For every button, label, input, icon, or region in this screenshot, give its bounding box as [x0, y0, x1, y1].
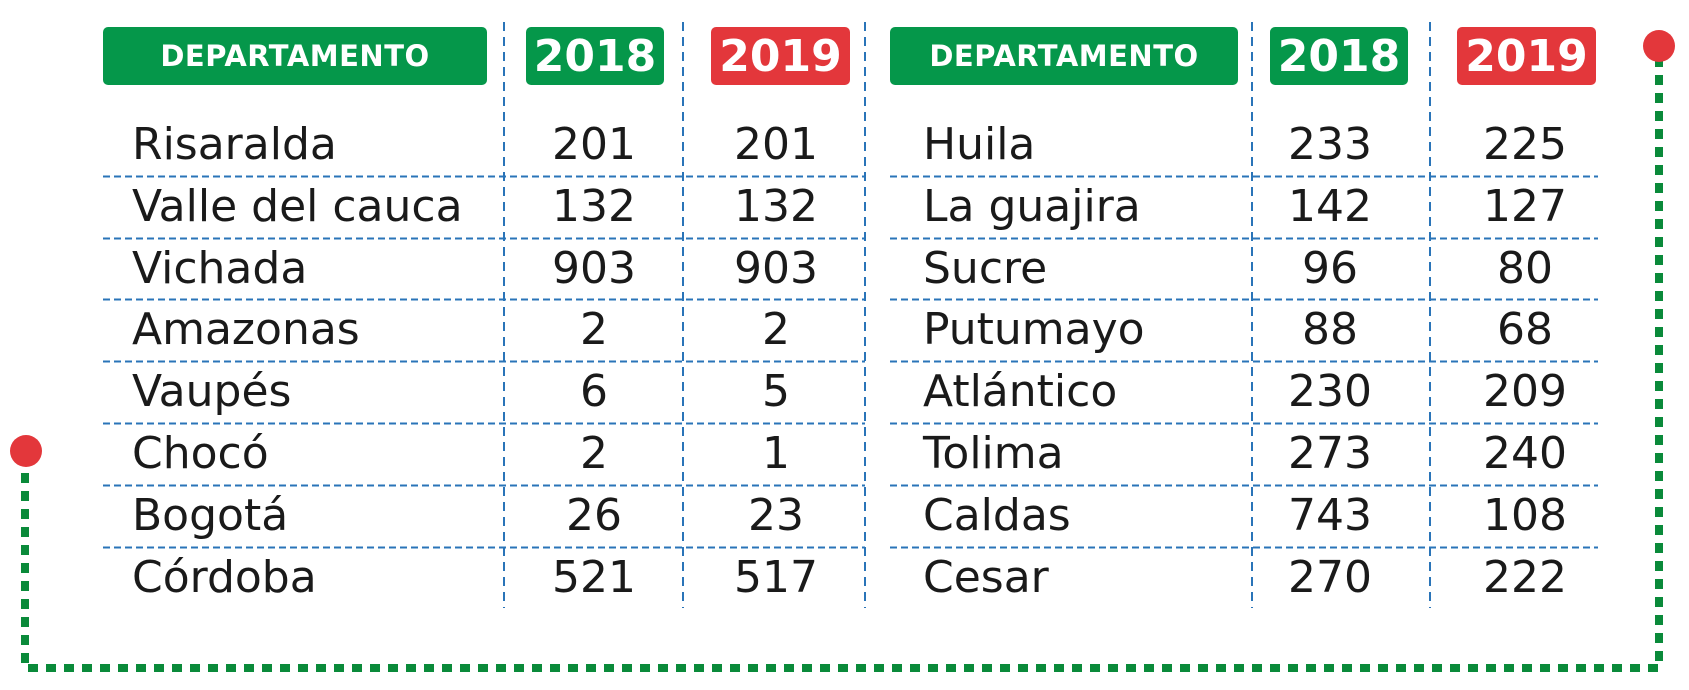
- table-1-cell-2018: 521: [552, 551, 636, 603]
- table-2-cell-departamento: Sucre: [923, 242, 1048, 294]
- table-1-cell-2018: 2: [580, 428, 608, 479]
- table-2-cell-2018: 88: [1302, 304, 1358, 356]
- table-1-header-departamento: DEPARTAMENTO: [103, 27, 487, 85]
- table-2-cell-departamento: Atlántico: [923, 366, 1118, 418]
- table-1-header-2018: 2018: [526, 27, 664, 85]
- table-2-cell-2019: 225: [1483, 119, 1567, 170]
- table-1-cell-departamento: Risaralda: [132, 119, 337, 170]
- table-2-cell-departamento: Putumayo: [923, 304, 1145, 356]
- table-1-cell-2019: 2: [762, 304, 790, 356]
- frame-dot-left: [10, 435, 42, 467]
- table-2-cell-2018: 96: [1302, 242, 1358, 294]
- table-2-cell-departamento: Tolima: [923, 428, 1064, 479]
- table-1-cell-2018: 26: [566, 489, 622, 541]
- table-1-cell-departamento: Valle del cauca: [132, 180, 463, 232]
- table-1-cell-2019: 23: [748, 489, 804, 541]
- table-1-cell-2019: 201: [734, 119, 818, 170]
- table-2-header-departamento: DEPARTAMENTO: [890, 27, 1238, 85]
- table-2-cell-2018: 233: [1288, 119, 1372, 170]
- table-1-cell-2019: 517: [734, 551, 818, 603]
- table-1-cell-2018: 132: [552, 180, 636, 232]
- table-1-cell-departamento: Amazonas: [132, 304, 360, 356]
- table-2-cell-2019: 80: [1497, 242, 1553, 294]
- table-2-cell-2018: 270: [1288, 551, 1372, 603]
- table-2-cell-departamento: La guajira: [923, 180, 1141, 232]
- table-2-header-2018: 2018: [1270, 27, 1408, 85]
- table-1-cell-2018: 903: [552, 242, 636, 294]
- table-2-cell-departamento: Cesar: [923, 551, 1049, 603]
- table-1-cell-departamento: Vaupés: [132, 366, 292, 418]
- table-1-cell-2019: 5: [762, 366, 790, 418]
- table-2-cell-2018: 230: [1288, 366, 1372, 418]
- table-1-cell-2019: 1: [762, 428, 790, 479]
- table-2-cell-2018: 273: [1288, 428, 1372, 479]
- table-1-cell-departamento: Chocó: [132, 428, 269, 479]
- table-1-header-2019: 2019: [711, 27, 850, 85]
- table-2-cell-2019: 222: [1483, 551, 1567, 603]
- table-1-cell-departamento: Vichada: [132, 242, 308, 294]
- table-2-header-2019: 2019: [1457, 27, 1596, 85]
- table-2-cell-2019: 209: [1483, 366, 1567, 418]
- frame-dot-right: [1643, 30, 1675, 62]
- table-2-cell-2019: 108: [1483, 489, 1567, 541]
- table-1-cell-2019: 132: [734, 180, 818, 232]
- table-2-cell-2018: 743: [1288, 489, 1372, 541]
- table-2-cell-departamento: Huila: [923, 119, 1036, 170]
- table-1-cell-2018: 201: [552, 119, 636, 170]
- table-2-cell-departamento: Caldas: [923, 489, 1071, 541]
- table-1-cell-departamento: Córdoba: [132, 551, 317, 603]
- table-1-cell-departamento: Bogotá: [132, 489, 289, 541]
- table-2-cell-2019: 127: [1483, 180, 1567, 232]
- table-2-cell-2018: 142: [1288, 180, 1372, 232]
- table-1-cell-2018: 6: [580, 366, 608, 418]
- table-1-cell-2019: 903: [734, 242, 818, 294]
- table-2-cell-2019: 68: [1497, 304, 1553, 356]
- table-1-cell-2018: 2: [580, 304, 608, 356]
- table-2-cell-2019: 240: [1483, 428, 1567, 479]
